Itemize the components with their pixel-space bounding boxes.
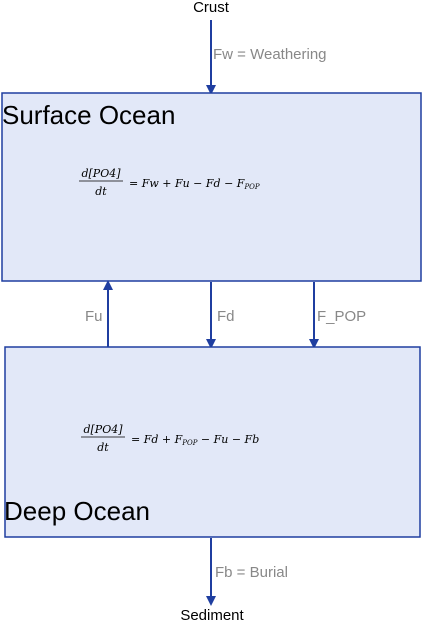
deep-equation-denominator: dt <box>97 441 109 454</box>
downwelling-flux-label: Fd <box>217 308 235 325</box>
surface-equation-numerator: d[PO4] <box>81 167 121 180</box>
surface-ocean-equation: d[PO4] dt = Fw + Fu − Fd − FPOP <box>79 167 260 198</box>
upwelling-flux-label: Fu <box>85 308 103 325</box>
surface-equation-rhs-last-sub: POP <box>243 183 259 191</box>
surface-equation-rhs: = Fw + Fu − Fd − FPOP <box>129 177 260 191</box>
burial-flux-label: Fb = Burial <box>215 564 288 581</box>
surface-equation-denominator: dt <box>95 185 107 198</box>
weathering-flux-label: Fw = Weathering <box>213 46 327 63</box>
deep-ocean-box <box>4 346 421 538</box>
sediment-label: Sediment <box>180 607 244 621</box>
surface-equation-rhs-last-main: F <box>236 177 245 190</box>
deep-ocean-equation: d[PO4] dt = Fd + FPOP − Fu − Fb <box>81 423 259 454</box>
surface-ocean-box <box>1 92 422 282</box>
deep-equation-rhs-suffix: − Fu − Fb <box>197 433 259 446</box>
deep-equation-rhs-mid-main: F <box>174 433 183 446</box>
deep-ocean-title: Deep Ocean <box>4 496 150 526</box>
pop-flux-label: F_POP <box>317 308 366 325</box>
deep-equation-rhs-prefix: = Fd + <box>131 433 175 446</box>
crust-label: Crust <box>193 0 230 16</box>
deep-equation-rhs-mid-sub: POP <box>181 439 197 447</box>
deep-equation-rhs: = Fd + FPOP − Fu − Fb <box>131 433 259 447</box>
deep-equation-numerator: d[PO4] <box>83 423 123 436</box>
surface-equation-rhs-prefix: = Fw + Fu − Fd − <box>129 177 237 190</box>
surface-ocean-title: Surface Ocean <box>2 100 175 130</box>
